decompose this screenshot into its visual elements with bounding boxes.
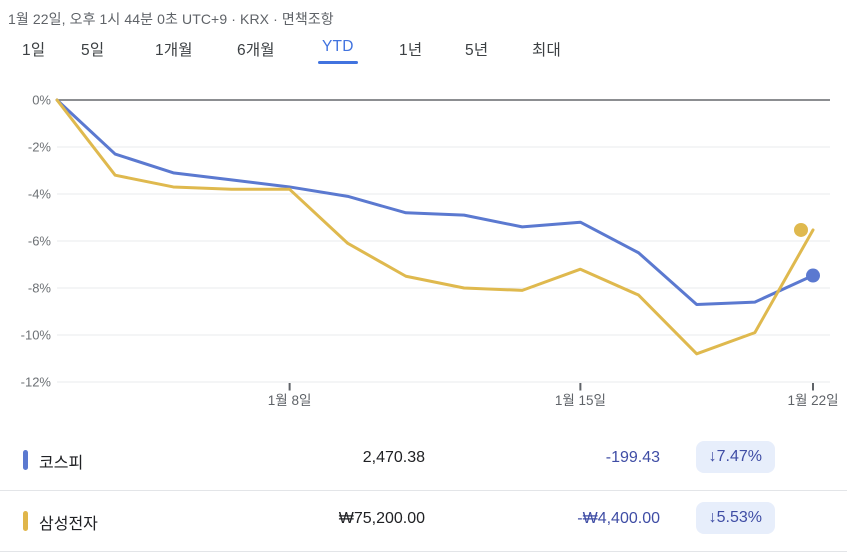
change-percent-badge: ↓7.47% [695, 441, 775, 473]
tab-1m[interactable]: 1개월 [155, 36, 193, 62]
disclaimer-link[interactable]: 면책조항 [281, 11, 334, 27]
y-axis-label: -2% [28, 140, 52, 155]
tab-1y[interactable]: 1년 [399, 36, 422, 62]
change-percent-badge: ↓5.53% [695, 502, 775, 534]
series-name: 삼성전자 [39, 516, 98, 533]
y-axis-label: -10% [21, 328, 52, 343]
tab-6m[interactable]: 6개월 [237, 36, 275, 62]
tab-5d[interactable]: 5일 [81, 36, 104, 62]
y-axis-label: -4% [28, 187, 52, 202]
tab-1d[interactable]: 1일 [22, 36, 45, 62]
quote-table: 코스피 2,470.38 -199.43 ↓7.47% 삼성전자 ₩75,200… [0, 430, 847, 552]
quote-timestamp: 1월 22일, 오후 1시 44분 0초 UTC+9 · KRX · [8, 11, 278, 27]
series-name: 코스피 [39, 455, 84, 472]
price-change: -₩4,400.00 [577, 510, 660, 527]
series-endpoint-samsung [794, 222, 808, 237]
quote-row-samsung[interactable]: 삼성전자 ₩75,200.00 -₩4,400.00 ↓5.53% [0, 491, 847, 552]
x-axis-label: 1월 15일 [555, 393, 606, 408]
last-price: ₩75,200.00 [338, 510, 425, 527]
tab-max[interactable]: 최대 [532, 36, 561, 62]
performance-chart[interactable]: 0% -2% -4% -6% -8% -10% -12% 1월 8일 1월 15일 1월 22일 [0, 0, 847, 420]
series-line-kospi [55, 98, 815, 306]
series-color-indicator-kospi [23, 450, 28, 470]
time-range-tabbar: 1일 5일 1개월 6개월 YTD 1년 5년 최대 [0, 0, 847, 70]
last-price: 2,470.38 [362, 449, 425, 466]
y-axis-label: -12% [21, 375, 52, 390]
series-endpoint-kospi [806, 268, 820, 283]
series-color-indicator-samsung [23, 511, 28, 531]
price-change: -199.43 [605, 449, 660, 466]
series-line-samsung [55, 98, 815, 356]
x-axis-label: 1월 8일 [268, 393, 312, 408]
tab-ytd[interactable]: YTD [318, 36, 358, 64]
x-axis-label: 1월 22일 [787, 393, 838, 408]
y-axis-label: -6% [28, 234, 52, 249]
quote-row-kospi[interactable]: 코스피 2,470.38 -199.43 ↓7.47% [0, 430, 847, 491]
y-axis-label: 0% [32, 93, 51, 108]
y-axis-label: -8% [28, 281, 52, 296]
quote-header: 1월 22일, 오후 1시 44분 0초 UTC+9 · KRX · 면책조항 [8, 9, 334, 29]
tab-5y[interactable]: 5년 [465, 36, 488, 62]
